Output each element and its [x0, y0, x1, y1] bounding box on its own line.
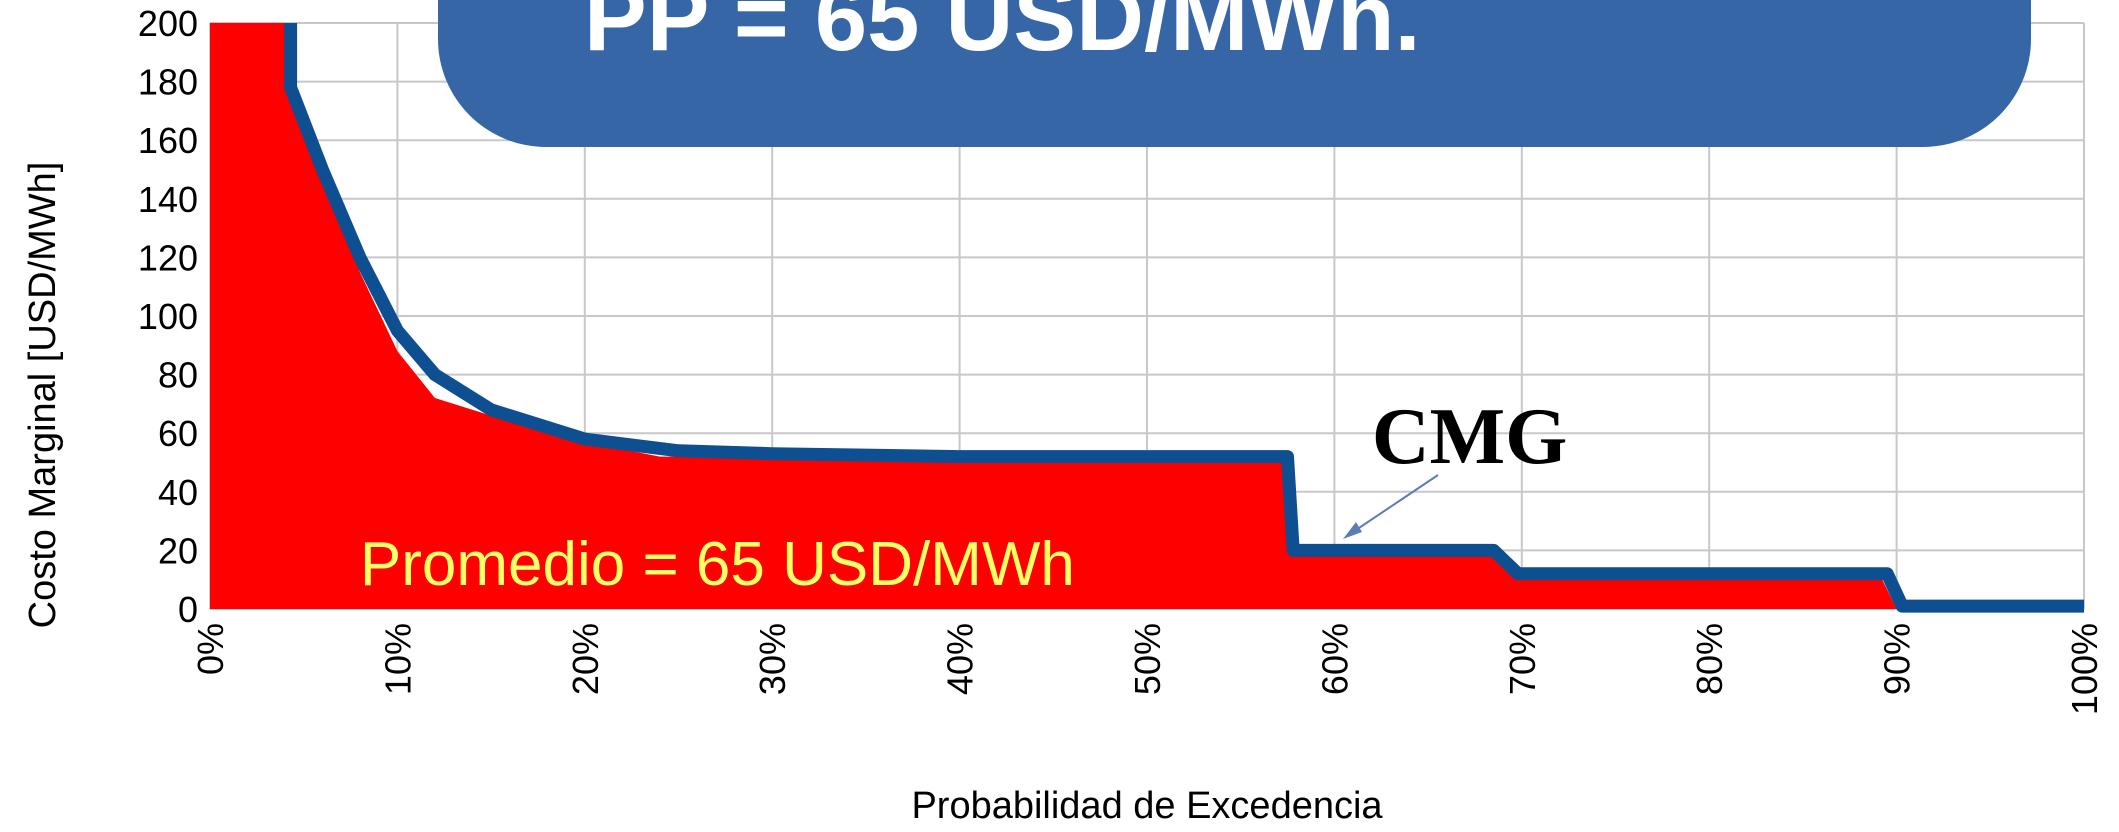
x-tick-label: 100%: [2064, 623, 2105, 715]
y-axis-label: Costo Marginal [USD/MWh]: [22, 162, 64, 629]
line: [284, 23, 2084, 613]
y-tick-label: 140: [138, 179, 198, 220]
annotation: Promedio = 65 USD/MWh: [360, 530, 1075, 599]
y-tick-label: 40: [158, 472, 198, 513]
area: [210, 23, 2084, 609]
y-tick-label: 60: [158, 413, 198, 454]
y-tick-label: 0: [178, 589, 198, 630]
y-tick-label: 180: [138, 62, 198, 103]
labels: 0 20 40 60 80 100 120 140 160 180 200 0% 10% 20% 30% 40…: [138, 3, 2105, 715]
x-tick-label: 80%: [1689, 623, 1730, 695]
x-tick-label: 20%: [565, 623, 606, 695]
y-tick-label: 160: [138, 120, 198, 161]
annotation-arrow: [1349, 474, 1439, 535]
y-tick-label: 80: [158, 355, 198, 396]
x-tick-label: 40%: [940, 623, 981, 695]
title-box: [438, 0, 2031, 147]
x-tick-label: 60%: [1314, 623, 1355, 695]
x-tick-label: 70%: [1502, 623, 1543, 695]
x-tick-label: 10%: [377, 623, 418, 695]
arrow-head: [1343, 522, 1362, 539]
x-tick-label: 30%: [752, 623, 793, 695]
plot-area: [210, 23, 2084, 613]
x-tick-label: 0%: [190, 623, 231, 675]
x-axis-label: Probabilidad de Excedencia: [911, 785, 1383, 827]
y-tick-label: 20: [158, 530, 198, 571]
y-tick-label: 200: [138, 3, 198, 44]
y-tick-label: 120: [138, 237, 198, 278]
chart-title: PP = 65 USD/MWh.: [584, 0, 1421, 70]
x-tick-label: 50%: [1127, 623, 1168, 695]
annotation: CMG: [1372, 393, 1568, 481]
x-tick-label: 90%: [1877, 623, 1918, 695]
y-tick-label: 100: [138, 296, 198, 337]
